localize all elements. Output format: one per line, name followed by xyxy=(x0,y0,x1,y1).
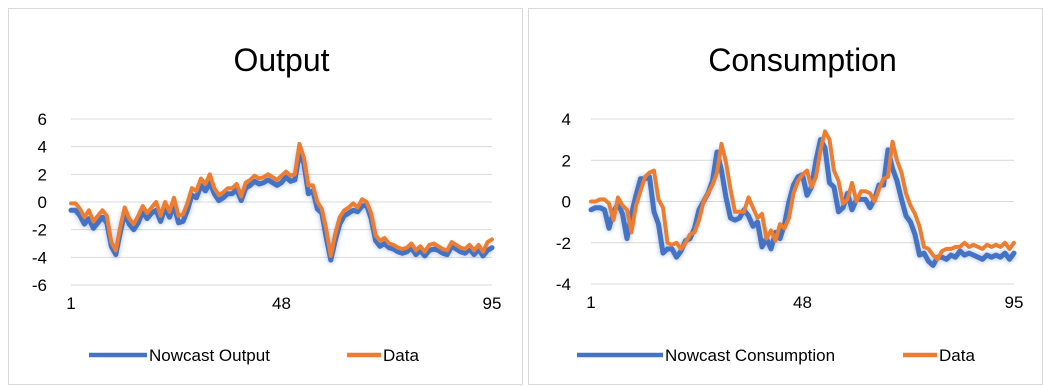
x-tick-label: 1 xyxy=(586,293,595,312)
legend-label: Data xyxy=(939,346,975,365)
x-tick-label: 95 xyxy=(483,294,502,313)
data-series-line xyxy=(69,141,494,258)
consumption-chart: Consumption -4 -2 0 2 4 1 48 95 Nowcast Consumpti… xyxy=(556,42,1024,365)
y-tick-label: 0 xyxy=(562,193,571,212)
y-tick-label: 6 xyxy=(38,110,47,129)
y-tick-label: -4 xyxy=(556,275,571,294)
x-tick-label: 1 xyxy=(66,294,75,313)
y-tick-label: 0 xyxy=(38,193,47,212)
x-tick-label: 48 xyxy=(793,293,812,312)
nowcast-series-line xyxy=(588,137,1017,268)
y-tick-label: 2 xyxy=(562,151,571,170)
chart-title: Consumption xyxy=(708,42,897,78)
y-tick-label: -2 xyxy=(556,234,571,253)
y-tick-label: 4 xyxy=(38,138,47,157)
y-tick-label: -6 xyxy=(32,276,47,295)
x-tick-label: 95 xyxy=(1005,293,1024,312)
chart-title: Output xyxy=(233,42,329,78)
y-tick-label: -2 xyxy=(32,221,47,240)
legend-label: Data xyxy=(383,346,419,365)
data-series-line xyxy=(589,129,1016,262)
x-tick-label: 48 xyxy=(272,294,291,313)
output-chart: Output -6 -4 -2 0 2 4 6 1 48 95 Nowcast Output Data xyxy=(32,42,502,365)
y-tick-label: -4 xyxy=(32,248,47,267)
legend-label: Nowcast Output xyxy=(149,346,270,365)
y-tick-label: 2 xyxy=(38,165,47,184)
nowcast-series-line xyxy=(68,151,495,263)
y-tick-label: 4 xyxy=(562,110,571,129)
consumption-chart-panel: Consumption -4 -2 0 2 4 1 48 95 Nowcast Consumpti… xyxy=(528,8,1043,385)
output-chart-panel: Output -6 -4 -2 0 2 4 6 1 48 95 Nowcast Output Data xyxy=(8,8,523,385)
legend-label: Nowcast Consumption xyxy=(665,346,835,365)
